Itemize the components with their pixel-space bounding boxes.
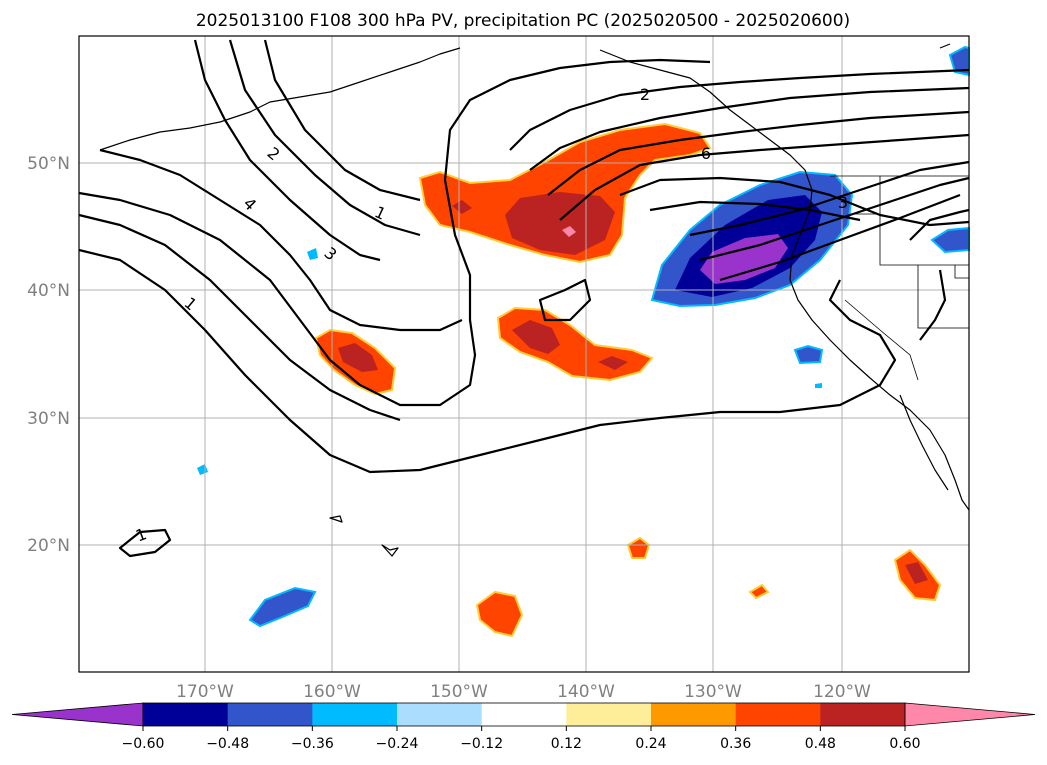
colorbar-extend-high — [904, 702, 1036, 727]
lon-label: 120°W — [813, 682, 871, 702]
lon-label: 140°W — [557, 682, 615, 702]
lon-label: 170°W — [176, 682, 234, 702]
colorbar-segment — [566, 703, 652, 726]
colorbar-tick-label: 0.60 — [889, 736, 920, 752]
precip-negative-max — [700, 234, 788, 284]
latitude-labels: 50°N 40°N 30°N 20°N — [27, 154, 70, 556]
contour-label: 6 — [701, 144, 711, 163]
pv-contours — [78, 39, 970, 558]
colorbar-frame — [142, 702, 906, 727]
colorbar-tick-label: 0.36 — [720, 736, 751, 752]
colorbar-tick-label: 0.12 — [551, 736, 582, 752]
map-frame — [78, 35, 970, 673]
colorbar-tick-label: −0.48 — [206, 736, 249, 752]
colorbar-tick-label: 0.24 — [635, 736, 666, 752]
colorbar-tick-label: 0.48 — [805, 736, 836, 752]
precipitation-shading — [197, 45, 970, 638]
gridlines — [79, 36, 969, 672]
colorbar-segment — [481, 703, 567, 726]
colorbar-segment — [820, 703, 906, 726]
lon-label: 150°W — [430, 682, 488, 702]
colorbar-segment — [312, 703, 398, 726]
contour-label: 3 — [838, 193, 848, 212]
lat-label: 30°N — [27, 409, 70, 429]
lon-label: 130°W — [684, 682, 742, 702]
lat-label: 20°N — [27, 536, 70, 556]
colorbar: −0.60 −0.48 −0.36 −0.24 −0.12 0.12 0.24 0.36 0.4… — [11, 702, 1036, 752]
colorbar-tick-label: −0.12 — [460, 736, 503, 752]
precip-positive-max — [562, 226, 576, 237]
colorbar-segment — [735, 703, 821, 726]
colorbar-segment — [651, 703, 737, 726]
plot-title: 2025013100 F108 300 hPa PV, precipitatio… — [196, 11, 850, 31]
map-panel: 1 2 4 3 1 1 2 6 3 — [78, 35, 970, 673]
coastlines — [99, 43, 970, 557]
colorbar-segment — [227, 703, 313, 726]
colorbar-extend-low — [11, 702, 144, 727]
colorbar-tick-label: −0.60 — [122, 736, 165, 752]
colorbar-tick-label: −0.24 — [376, 736, 419, 752]
colorbar-segment — [143, 703, 229, 726]
lat-label: 50°N — [27, 154, 70, 174]
lon-label: 160°W — [303, 682, 361, 702]
longitude-labels: 170°W 160°W 150°W 140°W 130°W 120°W — [176, 682, 871, 702]
colorbar-segment — [397, 703, 483, 726]
precip-positive-core — [505, 192, 615, 255]
lat-label: 40°N — [27, 281, 70, 301]
contour-label: 2 — [640, 85, 650, 104]
colorbar-tick-label: −0.36 — [291, 736, 334, 752]
